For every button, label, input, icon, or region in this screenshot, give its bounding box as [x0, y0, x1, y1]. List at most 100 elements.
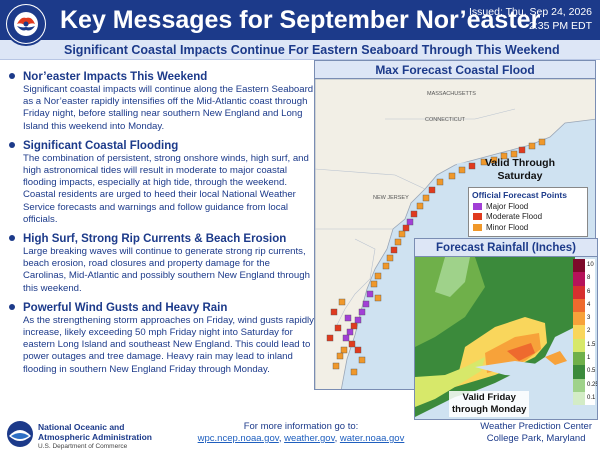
flood-point-marker: [480, 158, 488, 166]
flood-point-marker: [410, 210, 418, 218]
legend-label: Moderate Flood: [486, 212, 543, 222]
scale-label: 8: [587, 275, 591, 282]
flood-point-marker: [354, 346, 362, 354]
flood-point-marker: [468, 162, 476, 170]
message-title: High Surf, Strong Rip Currents & Beach E…: [23, 233, 287, 246]
scale-label: 0.1: [587, 394, 596, 401]
scale-label: 3: [587, 315, 591, 322]
legend-swatch: [473, 223, 482, 231]
flood-point-marker: [436, 178, 444, 186]
coastal-valid-label: Valid Through Saturday: [485, 157, 555, 183]
issued-timestamp: Issued: Thu, Sep 24, 2026 2:35 PM EDT: [469, 5, 592, 33]
scale-label: 0.5: [587, 368, 596, 375]
page-title: Key Messages for September Nor’easter: [60, 6, 541, 34]
scale-cell: 0.1: [573, 391, 596, 406]
rain-map-title: Forecast Rainfall (Inches): [415, 239, 597, 257]
flood-point-marker: [510, 150, 518, 158]
key-messages: Nor’easter Impacts This Weekend Signific…: [8, 70, 314, 382]
coastal-map-title: Max Forecast Coastal Flood: [315, 61, 595, 79]
scale-cell: 0.25: [573, 378, 598, 392]
flood-point-marker: [362, 300, 370, 308]
flood-point-marker: [338, 298, 346, 306]
weather-gov-link[interactable]: weather.gov: [284, 433, 335, 444]
scale-label: 0.25: [587, 381, 598, 388]
header-bar: Key Messages for September Nor’easter Is…: [0, 0, 600, 40]
message-section: High Surf, Strong Rip Currents & Beach E…: [8, 232, 314, 295]
flood-point-marker: [386, 254, 394, 262]
bullet-icon: [9, 73, 15, 79]
flood-point-marker: [394, 238, 402, 246]
scale-cell: 1: [573, 352, 595, 366]
state-label: NEW JERSEY: [373, 195, 409, 201]
flood-point-marker: [336, 352, 344, 360]
legend-item: Minor Flood: [469, 222, 587, 233]
message-body: As the strengthening storm approaches on…: [23, 314, 314, 375]
center-line: College Park, Maryland: [486, 433, 586, 444]
message-body: Significant coastal impacts will continu…: [23, 84, 314, 132]
flood-point-marker: [358, 356, 366, 364]
flood-point-marker: [348, 340, 356, 348]
flood-point-marker: [490, 156, 498, 164]
rainfall-scale: 10 8 6 4 3 2 1.5 1 0.5 0.25 0.1: [573, 259, 598, 419]
scale-cell: 6: [573, 285, 595, 299]
flood-point-marker: [326, 334, 334, 342]
water-noaa-link[interactable]: water.noaa.gov: [339, 433, 405, 444]
bullet-icon: [9, 141, 15, 148]
flood-point-marker: [402, 224, 410, 232]
scale-label: 4: [587, 301, 591, 308]
flood-point-marker: [358, 308, 366, 316]
message-section: Nor’easter Impacts This Weekend Signific…: [8, 70, 314, 133]
flood-point-marker: [518, 146, 526, 154]
valid-line: Valid Through: [485, 157, 555, 169]
flood-point-marker: [538, 138, 546, 146]
flood-point-marker: [354, 316, 362, 324]
flood-point-marker: [422, 194, 430, 202]
scale-cell: 4: [573, 298, 595, 313]
scale-cell: 8: [573, 272, 595, 286]
flood-point-marker: [344, 314, 352, 322]
message-title: Nor’easter Impacts This Weekend: [23, 71, 208, 83]
flood-point-marker: [374, 272, 382, 280]
message-section: Powerful Wind Gusts and Heavy Rain As th…: [8, 301, 314, 376]
scale-cell: 2: [573, 325, 595, 339]
page-subtitle: Significant Coastal Impacts Continue For…: [64, 43, 560, 57]
scale-label: 1: [587, 355, 591, 362]
state-label: MASSACHUSETTS: [427, 91, 476, 97]
rain-valid-label: Valid Friday through Monday: [449, 391, 530, 417]
flood-point-marker: [330, 308, 338, 316]
valid-line: Saturday: [497, 170, 543, 182]
legend-item: Major Flood: [469, 201, 587, 212]
noaa-dept: U.S. Department of Commerce: [38, 443, 128, 450]
flood-point-marker: [350, 368, 358, 376]
noaa-line: National Oceanic and: [38, 422, 125, 432]
flood-point-marker: [342, 334, 350, 342]
message-body: Large breaking waves will continue to ge…: [23, 246, 310, 294]
wpc-credit: Weather Prediction Center College Park, …: [480, 421, 592, 445]
rainfall-map: Forecast Rainfall (Inches) 10 8 6 4 3 2 1.5 1 0.…: [414, 238, 598, 420]
message-body: The combination of persistent, strong on…: [23, 152, 309, 225]
message-section: Significant Coastal Flooding The combina…: [8, 139, 314, 226]
scale-cell: 3: [573, 312, 595, 326]
legend-item: Moderate Flood: [469, 212, 587, 223]
footer: National Oceanic and Atmospheric Adminis…: [0, 418, 600, 450]
center-line: Weather Prediction Center: [480, 421, 592, 432]
scale-label: 2: [587, 328, 591, 335]
scale-label: 1.5: [587, 341, 596, 348]
more-info-label: For more information go to:: [243, 421, 359, 432]
more-info: For more information go to: wpc.ncep.noa…: [176, 421, 426, 445]
issued-time: 2:35 PM EDT: [528, 20, 592, 32]
flood-point-marker: [350, 322, 358, 330]
flood-point-marker: [528, 142, 536, 150]
flood-point-marker: [448, 172, 456, 180]
flood-legend: Official Forecast Points Major Flood Mod…: [468, 187, 588, 237]
scale-cell: 10: [573, 259, 595, 273]
valid-line: Valid Friday: [462, 392, 516, 403]
issued-date: Issued: Thu, Sep 24, 2026: [469, 6, 592, 18]
noaa-line: Atmospheric Administration: [38, 432, 152, 442]
flood-point-marker: [374, 294, 382, 302]
legend-swatch: [473, 202, 482, 210]
subheader-bar: Significant Coastal Impacts Continue For…: [0, 40, 600, 60]
scale-cell: 1.5: [573, 338, 596, 353]
legend-label: Major Flood: [486, 201, 529, 211]
wpc-link[interactable]: wpc.ncep.noaa.gov: [197, 433, 279, 444]
